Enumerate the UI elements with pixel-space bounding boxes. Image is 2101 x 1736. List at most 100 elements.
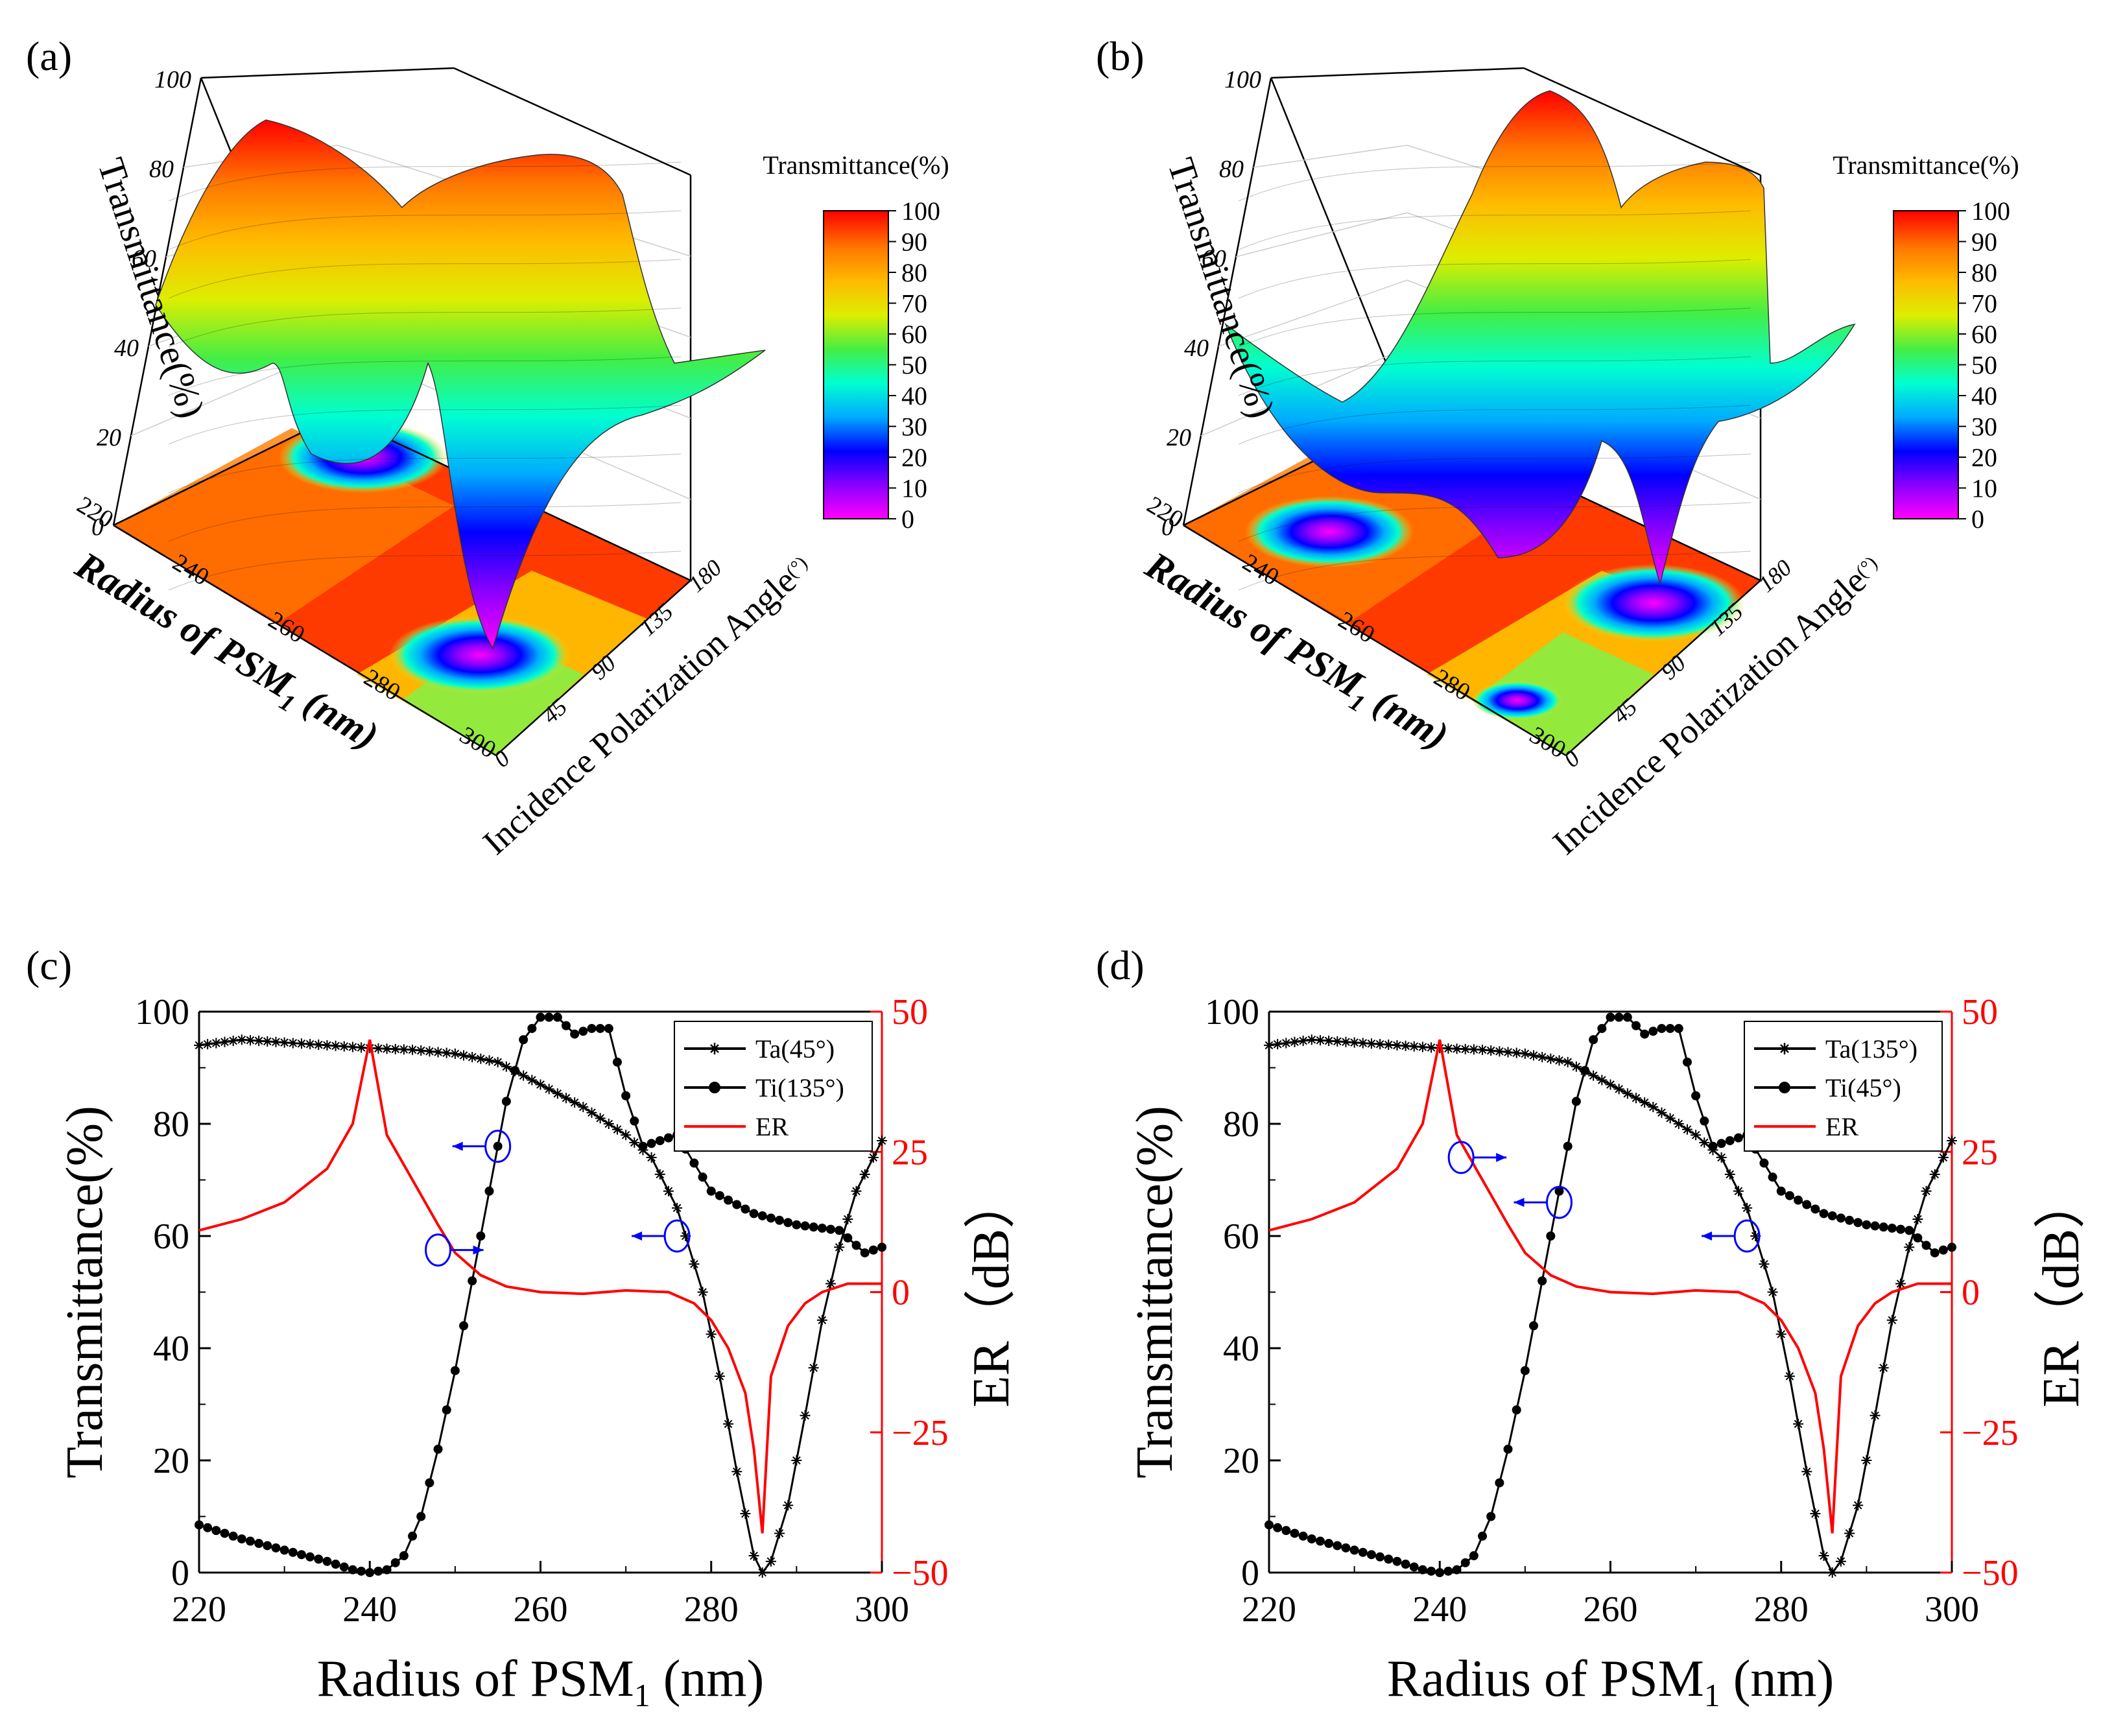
data-point xyxy=(347,1041,358,1052)
data-point xyxy=(1571,1097,1581,1106)
data-point xyxy=(731,1466,742,1477)
x-tick-label: 240 xyxy=(1412,1589,1467,1630)
x-axis-title-subscript: 1 xyxy=(1704,1677,1720,1713)
data-point xyxy=(425,1478,434,1488)
data-point xyxy=(749,1209,759,1219)
data-point xyxy=(536,1012,545,1022)
box-edge xyxy=(495,580,691,756)
y-tick-label: 100 xyxy=(1205,992,1259,1032)
box-edge xyxy=(200,67,455,79)
data-point xyxy=(1366,1550,1376,1560)
data-point xyxy=(390,1558,400,1567)
colorbar-tick-label: 70 xyxy=(901,289,927,318)
data-point xyxy=(543,1084,554,1095)
y-tick-label: 60 xyxy=(153,1217,189,1257)
colorbar-tick-label: 0 xyxy=(1971,505,1984,534)
annotation-arrowhead xyxy=(1702,1231,1713,1241)
data-point xyxy=(330,1040,341,1051)
data-point xyxy=(663,1185,674,1196)
panel-label-a: (a) xyxy=(26,33,72,79)
data-point xyxy=(1409,1562,1419,1572)
box-edge xyxy=(1183,524,1567,757)
data-point xyxy=(518,1070,529,1081)
y2-tick-label: 50 xyxy=(1962,992,1998,1032)
data-point xyxy=(424,1046,435,1057)
z-tick-label: 40 xyxy=(114,335,139,362)
box-edge xyxy=(113,524,497,757)
y-tick-label: 0 xyxy=(171,1553,189,1593)
data-point xyxy=(612,1057,622,1067)
data-point xyxy=(381,1043,392,1054)
x-axis-title-text: Radius of PSM xyxy=(317,1650,634,1707)
data-point xyxy=(766,1213,776,1223)
data-point xyxy=(364,1043,375,1054)
data-point xyxy=(254,1539,264,1549)
data-point xyxy=(449,1048,460,1059)
data-point xyxy=(467,1052,478,1063)
data-point xyxy=(621,1130,632,1141)
data-point xyxy=(356,1042,367,1053)
x-tick-label: 260 xyxy=(1584,1589,1638,1630)
data-point xyxy=(1886,1314,1897,1326)
data-point xyxy=(1733,1185,1744,1196)
x-tick-label: 220 xyxy=(73,491,118,533)
data-point xyxy=(1401,1560,1410,1569)
data-point xyxy=(1272,1039,1283,1050)
data-point xyxy=(398,1044,409,1055)
legend-label: Ti(45°) xyxy=(1825,1073,1901,1102)
data-point xyxy=(1589,1035,1598,1045)
data-point xyxy=(1622,1088,1633,1099)
data-point xyxy=(1759,1158,1769,1168)
data-point xyxy=(1878,1362,1889,1373)
data-point xyxy=(228,1035,239,1046)
y-tick-label: 180 xyxy=(1753,554,1797,597)
data-point xyxy=(1528,1050,1539,1061)
z-tick-label: 20 xyxy=(97,424,121,451)
data-point xyxy=(1392,1556,1402,1566)
data-point xyxy=(689,1259,700,1270)
data-point xyxy=(1469,1551,1478,1561)
legend-swatch-marker xyxy=(709,1082,720,1093)
data-point xyxy=(1759,1259,1770,1270)
data-point xyxy=(706,1186,716,1196)
surface-contour xyxy=(168,356,682,396)
z-tick-label: 80 xyxy=(1219,156,1244,183)
data-point xyxy=(442,1405,451,1415)
data-point xyxy=(1750,1231,1761,1241)
data-point xyxy=(672,1202,683,1213)
data-point xyxy=(441,1047,452,1058)
x-axis-title: Radius of PSM1 (nm) xyxy=(1387,1650,1834,1713)
data-point xyxy=(1810,1508,1821,1519)
data-point xyxy=(1673,1119,1684,1129)
data-point xyxy=(1495,1478,1504,1488)
annotation-arrowhead xyxy=(1513,1198,1525,1207)
floor-well xyxy=(1472,681,1563,720)
data-point xyxy=(552,1012,562,1022)
legend-label: Ta(135°) xyxy=(1825,1034,1917,1064)
data-point xyxy=(1691,1091,1701,1100)
surface-mesh xyxy=(155,119,766,650)
data-point xyxy=(296,1038,307,1049)
data-point xyxy=(1383,1040,1394,1051)
data-point xyxy=(1468,1044,1479,1055)
data-point xyxy=(860,1248,870,1257)
surface-contour xyxy=(1238,356,1751,396)
data-point xyxy=(1708,1141,1718,1151)
data-point xyxy=(1836,1213,1846,1223)
data-point xyxy=(1657,1023,1667,1033)
box-edge xyxy=(1270,67,1525,79)
data-point xyxy=(1895,1278,1906,1289)
surface-contour xyxy=(1238,161,1751,202)
colorbar-tick-label: 80 xyxy=(901,258,927,287)
data-point xyxy=(279,1037,290,1048)
data-point xyxy=(1648,1102,1659,1113)
x-tick-label: 220 xyxy=(1143,491,1188,533)
annotation-arrowhead xyxy=(1496,1152,1507,1162)
data-point xyxy=(1699,1137,1710,1148)
data-point xyxy=(1862,1220,1871,1230)
surface-contour xyxy=(1238,307,1751,348)
data-point xyxy=(629,1137,640,1148)
data-point xyxy=(484,1055,495,1066)
data-point xyxy=(475,1053,486,1064)
data-point xyxy=(322,1556,332,1566)
